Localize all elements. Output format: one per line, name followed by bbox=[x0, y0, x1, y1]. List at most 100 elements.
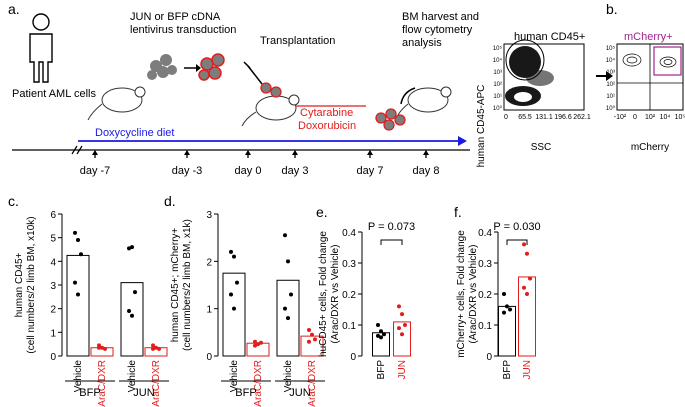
chart-e: 0 0.1 0.2 0.3 0.4 huCD45+ cells, Fold change(… bbox=[318, 221, 415, 379]
data-point bbox=[522, 242, 526, 247]
patient-label: Patient AML cells bbox=[12, 88, 96, 100]
group-label: BFP bbox=[235, 387, 256, 399]
y-axis-label: (Arac/DXR vs Vehicle) bbox=[330, 245, 341, 344]
data-point bbox=[286, 316, 290, 321]
flow-x-tick-label: 10² bbox=[645, 114, 656, 121]
flow-y-tick-label: 10¹ bbox=[606, 94, 615, 100]
mouse-icon bbox=[87, 86, 146, 121]
day-tick-label: day 0 bbox=[235, 165, 262, 177]
bar bbox=[222, 272, 246, 357]
flow-y-tick-label: 10³ bbox=[606, 70, 615, 76]
data-point bbox=[310, 332, 314, 337]
x-tick-label: Vehicle bbox=[283, 360, 294, 393]
day-tick-arrowhead-icon bbox=[292, 150, 298, 155]
data-point bbox=[283, 306, 287, 311]
flow-y-tick-label: 10⁵ bbox=[606, 45, 616, 52]
flow-y-tick-label: 10³ bbox=[493, 70, 502, 76]
arrowhead-icon bbox=[196, 64, 201, 72]
data-point bbox=[508, 307, 512, 312]
data-point bbox=[397, 326, 401, 331]
cell-cluster-transduced bbox=[198, 53, 225, 81]
gate1-label: human CD45+ bbox=[514, 31, 585, 43]
y-tick-label: 0.1 bbox=[342, 321, 356, 332]
flow-y-tick-label: 10⁰ bbox=[606, 105, 616, 112]
y-tick-label: 0 bbox=[486, 352, 492, 363]
harvest-label-2: flow cytometry bbox=[402, 24, 473, 36]
chart-f: 0 0.1 0.2 0.3 0.4 mCherry+ cells, Fold change… bbox=[456, 221, 541, 379]
x-tick-label: BFP bbox=[502, 360, 513, 380]
drug-label-2: Doxorubicin bbox=[298, 120, 356, 132]
flow-x-label2: mCherry bbox=[631, 142, 669, 153]
panel-label-e: e. bbox=[316, 204, 328, 220]
x-tick-label: Vehicle bbox=[73, 360, 84, 393]
data-point bbox=[103, 346, 107, 351]
significance-bracket bbox=[506, 239, 528, 245]
day-tick-label: day 7 bbox=[357, 165, 384, 177]
y-tick-label: 0 bbox=[50, 352, 56, 363]
diet-arrowhead-icon bbox=[458, 136, 467, 146]
data-point bbox=[525, 251, 529, 256]
data-point bbox=[376, 333, 380, 338]
flow-y-tick-label: 10² bbox=[493, 82, 502, 88]
panel-label-c: c. bbox=[8, 193, 19, 209]
flow-arrowhead-icon bbox=[606, 71, 613, 81]
mouse-icon bbox=[395, 86, 452, 121]
data-point bbox=[379, 335, 383, 340]
x-tick-label: AraC/DXR bbox=[307, 360, 318, 407]
patient-person-icon bbox=[29, 13, 53, 83]
day-tick-arrowhead-icon bbox=[245, 150, 251, 155]
y-axis-label: human CD45+; mCherry+ bbox=[170, 228, 181, 343]
y-tick-label: 0.3 bbox=[342, 259, 356, 270]
p-value-annotation: P = 0.073 bbox=[368, 221, 415, 233]
x-tick-label: Vehicle bbox=[229, 360, 240, 393]
data-point bbox=[528, 276, 532, 281]
y-axis-label: (Arac/DXR vs Vehicle) bbox=[468, 245, 479, 344]
data-point bbox=[307, 327, 311, 332]
x-tick-label: Vehicle bbox=[127, 360, 138, 393]
x-tick-label: JUN bbox=[397, 360, 408, 379]
data-point bbox=[76, 292, 80, 297]
data-point bbox=[73, 230, 77, 235]
day-tick-label: day 8 bbox=[413, 165, 440, 177]
y-tick-label: 1 bbox=[50, 328, 56, 339]
flow-x-tick-label: 131.1 bbox=[535, 114, 553, 121]
y-axis-label: mCherry+ cells, Fold change bbox=[456, 230, 467, 358]
flow-y-tick-label: 10⁵ bbox=[493, 45, 503, 52]
syringe-icon bbox=[243, 61, 263, 85]
panel-label-f: f. bbox=[454, 204, 462, 220]
data-point bbox=[130, 313, 134, 318]
data-point bbox=[151, 346, 155, 351]
y-axis-label: (cell numbers/2 limb BM, x10k) bbox=[26, 216, 37, 353]
y-tick-label: 3 bbox=[206, 210, 212, 221]
transduction-label-2: lentivirus transduction bbox=[130, 24, 236, 36]
flow-y-tick-label: 10² bbox=[606, 82, 615, 88]
bar bbox=[393, 321, 411, 357]
transplant-label: Transplantation bbox=[260, 35, 335, 47]
flow-y-tick-label: 10¹ bbox=[493, 94, 502, 100]
data-point bbox=[376, 323, 380, 327]
y-tick-label: 0 bbox=[206, 352, 212, 363]
data-point bbox=[313, 337, 317, 342]
group-label: JUN bbox=[133, 387, 154, 399]
x-tick-label: AraC/DXR bbox=[97, 360, 108, 407]
data-point bbox=[289, 292, 293, 297]
data-point bbox=[73, 280, 77, 285]
data-point bbox=[259, 340, 263, 345]
panel-label-d: d. bbox=[164, 193, 176, 209]
mouse-icon bbox=[241, 94, 300, 127]
y-axis-label: (cell numbers/2 limb BM, x1k) bbox=[182, 219, 193, 351]
data-point bbox=[400, 332, 404, 337]
gate2-label: mCherry+ bbox=[624, 31, 673, 43]
day-tick-label: day 3 bbox=[282, 165, 309, 177]
data-point bbox=[400, 312, 404, 317]
data-point bbox=[133, 290, 137, 295]
data-point bbox=[307, 339, 311, 344]
bar bbox=[518, 276, 536, 357]
data-point bbox=[382, 332, 386, 337]
x-tick-label: AraC/DXR bbox=[151, 360, 162, 407]
x-tick-label: JUN bbox=[522, 360, 533, 379]
data-point bbox=[97, 345, 101, 350]
y-tick-label: 0.1 bbox=[478, 321, 492, 332]
y-tick-label: 0.2 bbox=[342, 290, 356, 301]
